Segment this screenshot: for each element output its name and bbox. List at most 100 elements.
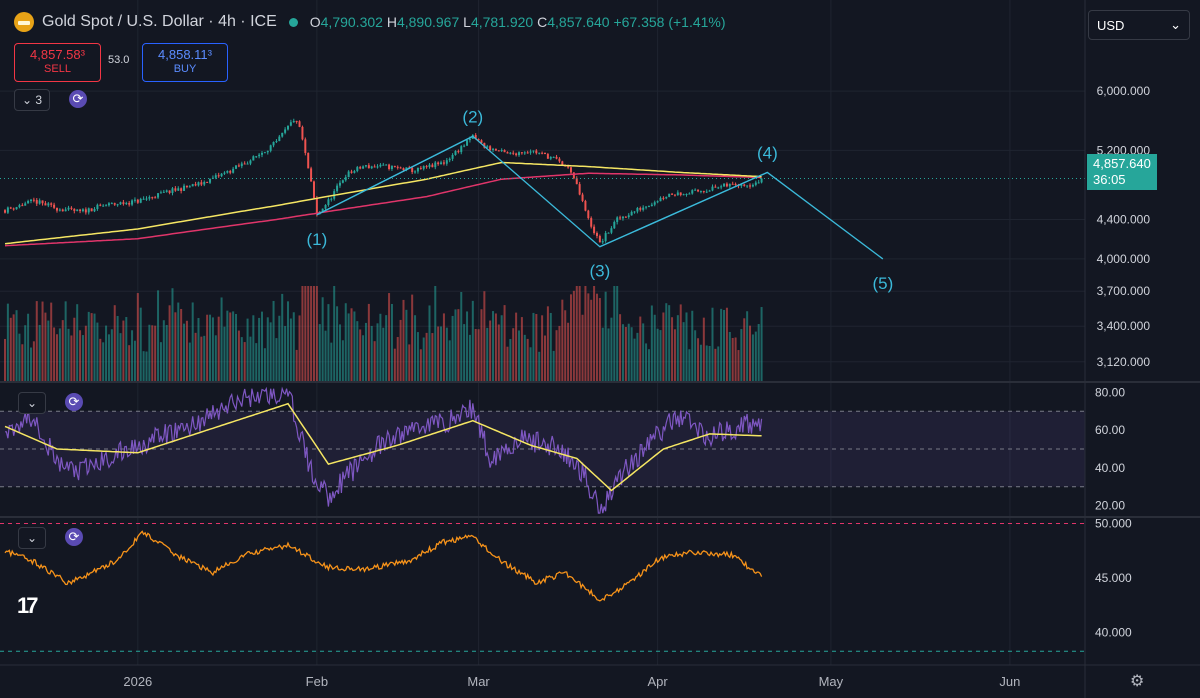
volume-bar: [457, 309, 460, 381]
indicators-collapse-button[interactable]: ⌄ 3: [14, 89, 50, 111]
candle-body: [105, 205, 108, 207]
oscillator-line: [4, 530, 763, 602]
volume-bar: [656, 328, 659, 381]
currency-select[interactable]: USD ⌄: [1088, 10, 1190, 40]
candle-body: [489, 146, 492, 150]
sell-button[interactable]: 4,857.58³ SELL: [14, 43, 101, 82]
candle-body: [237, 165, 240, 167]
candle-body: [281, 132, 284, 137]
candle-body: [359, 167, 362, 169]
volume-bar: [105, 325, 108, 381]
tradingview-logo-icon[interactable]: 17: [17, 593, 39, 618]
y-tick-label: 5,200.000: [1097, 143, 1151, 157]
volume-bar: [616, 286, 619, 381]
volume-bar: [717, 346, 720, 381]
candle-body: [402, 168, 405, 171]
buy-button[interactable]: 4,858.11³ BUY: [142, 43, 228, 82]
volume-bar: [751, 334, 754, 381]
spread-value: 53.0: [108, 54, 130, 66]
candle-body: [200, 182, 203, 185]
candle-body: [177, 188, 180, 191]
candle-body: [64, 209, 67, 212]
volume-bar: [353, 311, 356, 381]
volume-bar: [185, 320, 188, 381]
volume-bar: [298, 315, 301, 381]
candle-body: [578, 184, 581, 195]
candle-body: [549, 157, 552, 159]
candle-body: [544, 152, 546, 155]
candle-body: [734, 183, 737, 185]
volume-bar: [154, 325, 157, 381]
candle-body: [558, 158, 561, 162]
volume-bar: [477, 329, 480, 381]
volume-bar: [760, 307, 763, 381]
volume-bar: [315, 286, 318, 381]
candle-body: [73, 208, 76, 211]
rsi-ma-line: [4, 402, 762, 492]
candle-body: [619, 217, 622, 219]
volume-bar: [41, 301, 44, 381]
candle-body: [682, 194, 685, 196]
oscillator-cycle-icon[interactable]: ⟳: [65, 528, 83, 546]
volume-bar: [157, 290, 160, 381]
buy-label: BUY: [173, 63, 197, 75]
candle-body: [529, 151, 532, 153]
volume-bar: [27, 313, 30, 381]
volume-bar: [555, 330, 558, 381]
candle-body: [136, 199, 139, 203]
volume-bar: [708, 345, 711, 381]
volume-bar: [162, 320, 165, 381]
cycle-icon[interactable]: ⟳: [69, 90, 87, 108]
buy-price: 4,858.11³: [158, 47, 212, 62]
candle-body: [385, 164, 388, 166]
volume-bar: [445, 327, 448, 381]
volume-bar: [749, 325, 752, 381]
candle-body: [133, 199, 136, 201]
candle-body: [616, 217, 619, 222]
volume-bar: [312, 286, 315, 381]
chart-header: Gold Spot / U.S. Dollar · 4h · ICE O4,79…: [14, 12, 726, 32]
volume-bar: [194, 332, 197, 381]
rsi-cycle-icon[interactable]: ⟳: [65, 393, 83, 411]
candle-body: [44, 203, 47, 206]
volume-bar: [243, 342, 246, 381]
volume-bar: [99, 338, 102, 381]
oscillator-collapse-button[interactable]: ⌄: [18, 527, 46, 549]
candle-body: [390, 166, 393, 170]
candle-body: [295, 120, 298, 122]
candle-body: [76, 209, 79, 211]
volume-bar: [402, 299, 405, 381]
oscillator-tick-label: 50.000: [1095, 516, 1132, 530]
gear-icon[interactable]: ⚙: [1130, 673, 1145, 690]
volume-bar: [356, 321, 359, 381]
volume-bar: [673, 329, 676, 381]
volume-bar: [252, 315, 255, 381]
volume-bar: [47, 320, 50, 381]
candle-body: [379, 164, 382, 167]
volume-bar: [131, 330, 134, 381]
volume-bar: [133, 340, 136, 381]
candle-body: [278, 136, 281, 142]
candle-body: [84, 209, 87, 213]
candle-body: [87, 208, 90, 213]
volume-bar: [685, 312, 688, 381]
volume-bar: [367, 303, 370, 381]
volume-bar: [246, 318, 249, 381]
rsi-collapse-button[interactable]: ⌄: [18, 392, 46, 414]
volume-bar: [619, 314, 622, 381]
volume-bar: [93, 313, 96, 381]
volume-bar: [676, 315, 679, 381]
candle-body: [29, 199, 32, 201]
candle-body: [388, 164, 391, 170]
candle-body: [312, 181, 315, 199]
volume-bar: [211, 317, 214, 381]
candle-body: [552, 156, 555, 158]
volume-bar: [388, 293, 391, 381]
volume-bar: [419, 349, 422, 381]
volume-bar: [578, 286, 581, 381]
symbol-title[interactable]: Gold Spot / U.S. Dollar · 4h · ICE: [42, 13, 277, 30]
candle-body: [725, 183, 728, 187]
candle-body: [561, 161, 564, 166]
candle-body: [708, 190, 711, 192]
